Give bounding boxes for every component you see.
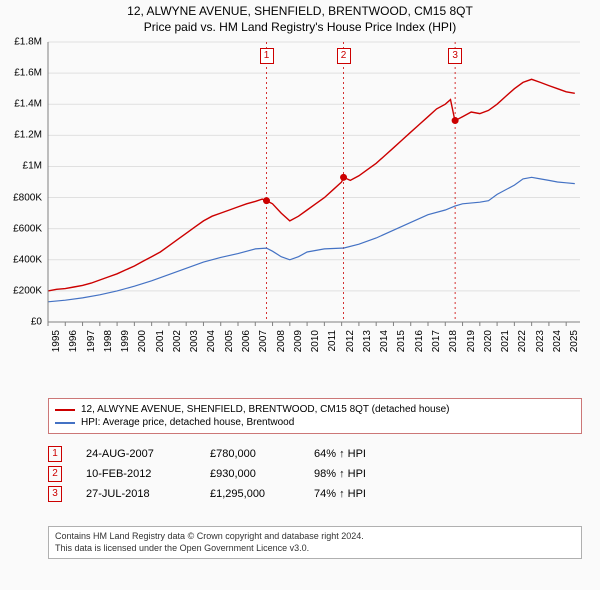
x-tick-label: 1999 (120, 330, 131, 352)
x-tick-label: 2000 (137, 330, 148, 352)
event-date: 27-JUL-2018 (86, 488, 186, 500)
y-tick-label: £0 (0, 317, 42, 328)
x-tick-label: 2004 (206, 330, 217, 352)
event-price: £1,295,000 (210, 488, 290, 500)
event-date: 24-AUG-2007 (86, 448, 186, 460)
x-tick-label: 2013 (362, 330, 373, 352)
x-tick-label: 2014 (379, 330, 390, 352)
legend-swatch (55, 422, 75, 424)
y-tick-label: £1M (0, 161, 42, 172)
x-tick-label: 2017 (431, 330, 442, 352)
legend-label: HPI: Average price, detached house, Bren… (81, 417, 294, 428)
y-tick-label: £800K (0, 192, 42, 203)
legend-item: HPI: Average price, detached house, Bren… (55, 416, 575, 429)
event-pct: 64% ↑ HPI (314, 448, 414, 460)
y-tick-label: £1.6M (0, 68, 42, 79)
y-tick-label: £400K (0, 254, 42, 265)
event-pct: 74% ↑ HPI (314, 488, 414, 500)
event-marker-3: 3 (448, 48, 462, 64)
event-price: £780,000 (210, 448, 290, 460)
footer-line2: This data is licensed under the Open Gov… (55, 543, 575, 555)
x-tick-label: 2023 (535, 330, 546, 352)
legend-label: 12, ALWYNE AVENUE, SHENFIELD, BRENTWOOD,… (81, 404, 449, 415)
x-tick-label: 2025 (569, 330, 580, 352)
x-tick-label: 2015 (396, 330, 407, 352)
y-tick-label: £1.2M (0, 130, 42, 141)
x-tick-label: 2005 (224, 330, 235, 352)
event-row: 1 24-AUG-2007 £780,000 64% ↑ HPI (48, 444, 414, 464)
x-tick-label: 2012 (345, 330, 356, 352)
x-tick-label: 2019 (466, 330, 477, 352)
x-tick-label: 2011 (327, 330, 338, 352)
y-tick-label: £200K (0, 285, 42, 296)
line-chart (0, 0, 600, 380)
x-tick-label: 2008 (276, 330, 287, 352)
x-tick-label: 2018 (448, 330, 459, 352)
event-number: 1 (48, 446, 62, 462)
x-tick-label: 2021 (500, 330, 511, 352)
chart-container: 12, ALWYNE AVENUE, SHENFIELD, BRENTWOOD,… (0, 0, 600, 590)
event-marker-2: 2 (337, 48, 351, 64)
footer-line1: Contains HM Land Registry data © Crown c… (55, 531, 575, 543)
y-tick-label: £1.8M (0, 37, 42, 48)
event-number: 2 (48, 466, 62, 482)
y-tick-label: £1.4M (0, 99, 42, 110)
legend-swatch (55, 409, 75, 411)
attribution-footer: Contains HM Land Registry data © Crown c… (48, 526, 582, 559)
x-tick-label: 2009 (293, 330, 304, 352)
event-table: 1 24-AUG-2007 £780,000 64% ↑ HPI 2 10-FEB-201… (48, 444, 414, 504)
x-tick-label: 2007 (258, 330, 269, 352)
event-row: 2 10-FEB-2012 £930,000 98% ↑ HPI (48, 464, 414, 484)
legend-item: 12, ALWYNE AVENUE, SHENFIELD, BRENTWOOD,… (55, 403, 575, 416)
y-tick-label: £600K (0, 223, 42, 234)
x-tick-label: 2016 (414, 330, 425, 352)
event-number: 3 (48, 486, 62, 502)
event-pct: 98% ↑ HPI (314, 468, 414, 480)
x-tick-label: 1998 (103, 330, 114, 352)
x-tick-label: 2006 (241, 330, 252, 352)
x-tick-label: 1995 (51, 330, 62, 352)
x-tick-label: 2022 (517, 330, 528, 352)
x-tick-label: 2010 (310, 330, 321, 352)
event-row: 3 27-JUL-2018 £1,295,000 74% ↑ HPI (48, 484, 414, 504)
x-tick-label: 2001 (155, 330, 166, 352)
legend: 12, ALWYNE AVENUE, SHENFIELD, BRENTWOOD,… (48, 398, 582, 434)
x-tick-label: 2002 (172, 330, 183, 352)
x-tick-label: 2024 (552, 330, 563, 352)
x-tick-label: 2020 (483, 330, 494, 352)
x-tick-label: 1997 (86, 330, 97, 352)
x-tick-label: 2003 (189, 330, 200, 352)
x-tick-label: 1996 (68, 330, 79, 352)
event-marker-1: 1 (260, 48, 274, 64)
event-price: £930,000 (210, 468, 290, 480)
event-date: 10-FEB-2012 (86, 468, 186, 480)
